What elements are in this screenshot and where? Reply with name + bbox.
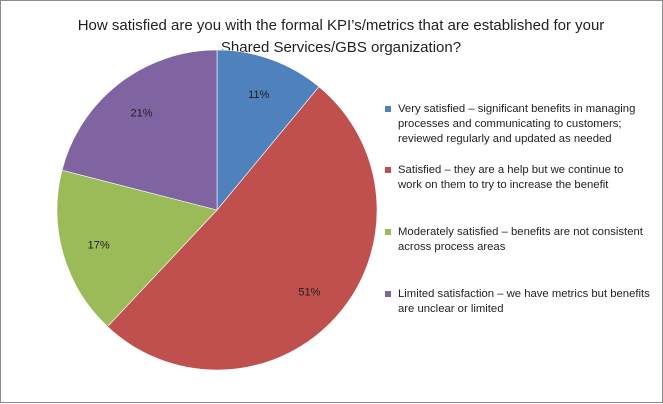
pie-slice-limited-satisfaction: [61, 49, 218, 211]
pie-slices: [56, 49, 378, 371]
data-label-limited-satisfaction: 21%: [130, 108, 152, 120]
pie-slice-very-satisfied: [216, 49, 320, 211]
data-label-very-satisfied: 11%: [248, 89, 269, 101]
pie-slice-satisfied: [107, 86, 378, 371]
data-label-satisfied: 51%: [298, 287, 320, 299]
legend-swatch-limited-satisfaction: [385, 291, 391, 297]
pie-data-labels: 11% 51% 17% 21%: [88, 89, 321, 298]
data-label-moderately-satisfied: 17%: [88, 239, 110, 251]
legend-label-moderately-satisfied: Moderately satisfied – benefits are not …: [398, 226, 643, 253]
pie-slice-moderately-satisfied: [56, 169, 218, 328]
legend-swatch-very-satisfied: [385, 106, 391, 112]
legend-swatch-satisfied: [385, 167, 391, 173]
legend-label-limited-satisfaction: Limited satisfaction – we have metrics b…: [398, 288, 650, 315]
chart-title: How satisfied are you with the formal KP…: [77, 17, 605, 56]
legend-swatch-moderately-satisfied: [385, 229, 391, 235]
legend-label-satisfied: Satisfied – they are a help but we conti…: [398, 164, 624, 191]
legend-label-very-satisfied: Very satisfied – significant benefits in…: [398, 103, 636, 145]
